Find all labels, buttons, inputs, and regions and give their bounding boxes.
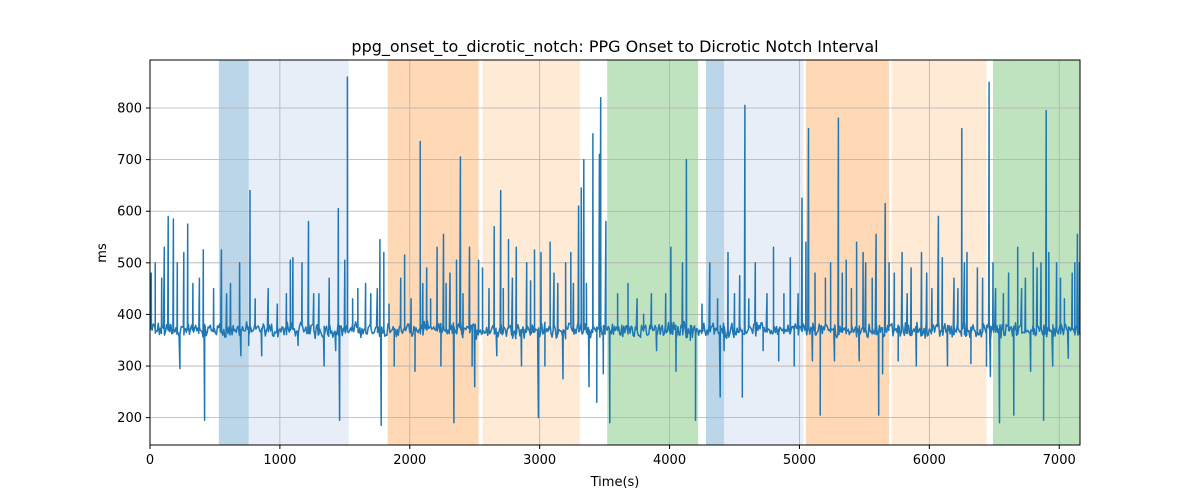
band-2: [387, 60, 479, 445]
y-tick-label-4: 600: [117, 205, 142, 220]
x-tick-label-7: 7000: [1043, 453, 1076, 468]
x-tick-label-6: 6000: [913, 453, 946, 468]
band-4: [607, 60, 699, 445]
x-tick-label-3: 3000: [523, 453, 556, 468]
band-6: [724, 60, 804, 445]
y-tick-label-1: 300: [117, 360, 142, 375]
band-1: [248, 60, 349, 445]
series-line: [149, 76, 1081, 427]
band-3: [482, 60, 580, 445]
x-tick-label-0: 0: [146, 453, 154, 468]
x-tick-label-2: 2000: [393, 453, 426, 468]
y-tick-label-2: 400: [117, 308, 142, 323]
axes-frame: [149, 59, 1081, 446]
x-axis: 0 1000 2000 3000 4000 5000 6000 7000: [146, 445, 1076, 468]
band-9: [992, 60, 1080, 445]
y-tick-label-0: 200: [117, 411, 142, 426]
x-axis-label: Time(s): [590, 475, 640, 490]
y-axis: 200 300 400 500 600 700 800: [117, 101, 150, 426]
y-axis-label: ms: [95, 243, 110, 263]
y-tick-label-5: 700: [117, 153, 142, 168]
x-tick-label-4: 4000: [653, 453, 686, 468]
highlight-bands: [218, 60, 1080, 445]
x-tick-label-5: 5000: [783, 453, 816, 468]
x-tick-label-1: 1000: [263, 453, 296, 468]
band-5: [705, 60, 725, 445]
gridlines: [149, 60, 1080, 445]
y-tick-label-3: 500: [117, 256, 142, 271]
chart-title: ppg_onset_to_dicrotic_notch: PPG Onset t…: [351, 37, 878, 57]
plot-area: [149, 76, 1081, 427]
band-0: [218, 60, 249, 445]
y-tick-label-6: 800: [117, 101, 142, 116]
